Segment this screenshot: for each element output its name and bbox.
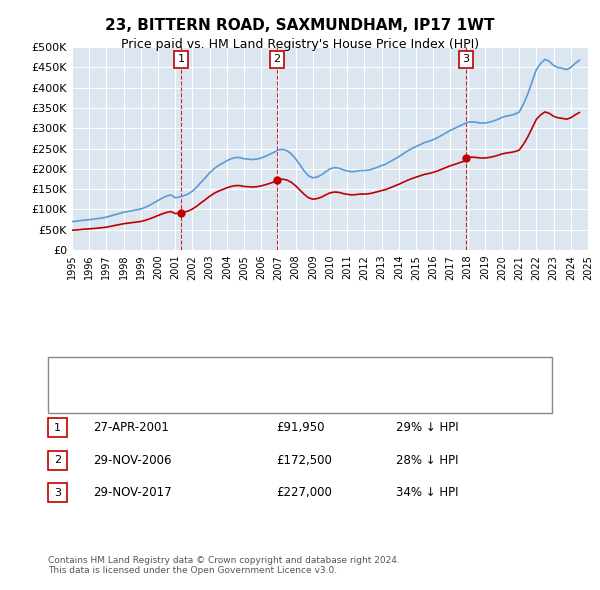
- Text: 29-NOV-2006: 29-NOV-2006: [93, 454, 172, 467]
- Text: £227,000: £227,000: [276, 486, 332, 499]
- Text: 23, BITTERN ROAD, SAXMUNDHAM, IP17 1WT: 23, BITTERN ROAD, SAXMUNDHAM, IP17 1WT: [105, 18, 495, 32]
- Text: 1: 1: [178, 54, 184, 64]
- Text: 2: 2: [54, 455, 61, 465]
- Text: Price paid vs. HM Land Registry's House Price Index (HPI): Price paid vs. HM Land Registry's House …: [121, 38, 479, 51]
- Text: £91,950: £91,950: [276, 421, 325, 434]
- Text: 29% ↓ HPI: 29% ↓ HPI: [396, 421, 458, 434]
- Text: 28% ↓ HPI: 28% ↓ HPI: [396, 454, 458, 467]
- Text: 3: 3: [463, 54, 470, 64]
- Text: 34% ↓ HPI: 34% ↓ HPI: [396, 486, 458, 499]
- Text: 23, BITTERN ROAD, SAXMUNDHAM, IP17 1WT (detached house): 23, BITTERN ROAD, SAXMUNDHAM, IP17 1WT (…: [90, 358, 421, 368]
- Text: Contains HM Land Registry data © Crown copyright and database right 2024.
This d: Contains HM Land Registry data © Crown c…: [48, 556, 400, 575]
- Text: 29-NOV-2017: 29-NOV-2017: [93, 486, 172, 499]
- Text: 2: 2: [274, 54, 281, 64]
- Text: 1: 1: [54, 423, 61, 432]
- Text: 27-APR-2001: 27-APR-2001: [93, 421, 169, 434]
- Text: HPI: Average price, detached house, East Suffolk: HPI: Average price, detached house, East…: [90, 380, 345, 389]
- Text: £172,500: £172,500: [276, 454, 332, 467]
- Text: 3: 3: [54, 488, 61, 497]
